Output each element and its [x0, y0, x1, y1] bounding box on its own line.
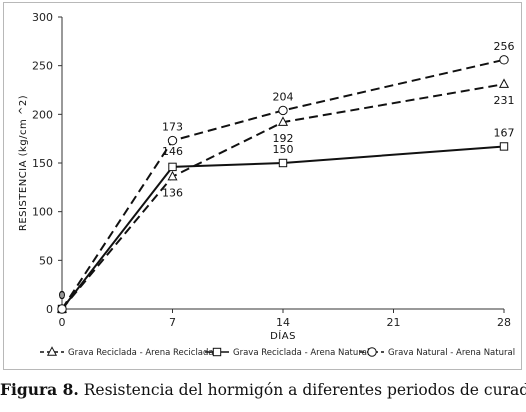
legend-marker-2 [212, 347, 222, 357]
caption-label: Figura 8. [0, 380, 79, 399]
data-label: 136 [162, 187, 183, 200]
data-label: 256 [494, 40, 515, 53]
data-label: 0 [59, 289, 66, 302]
y-tick-label: 100 [32, 206, 53, 219]
data-label: 192 [273, 132, 294, 145]
y-axis-label: RESISTENCIA (kg/cm ^2) [18, 95, 29, 231]
series-2-point [168, 162, 177, 172]
legend-entry-1: Grava Reciclada - Arena Reciclada [68, 348, 214, 358]
tick-labels: 0 50 100 150 200 250 300 0 7 14 21 28 DÍAS RESISTENCI… [18, 11, 511, 342]
series-1-point [498, 78, 510, 88]
data-label: 150 [273, 143, 294, 156]
data-label: 0 [59, 289, 66, 302]
data-label: 146 [162, 145, 183, 158]
legend-entry-3: Grava Natural - Arena Natural [388, 348, 515, 358]
series-line-2 [61, 145, 505, 310]
data-label: 0 [59, 289, 66, 302]
series-3-point [278, 105, 288, 116]
legend: Grava Reciclada - Arena Reciclada Grava R… [40, 346, 515, 358]
data-label: 167 [494, 126, 515, 139]
series-2-point [278, 158, 288, 168]
series-3-point [499, 55, 509, 65]
series-1-point [277, 116, 289, 126]
y-tick-label: 150 [32, 157, 53, 170]
series-lines [61, 58, 505, 310]
data-label: 231 [494, 94, 515, 107]
series-markers [56, 55, 510, 314]
figure-caption: Figura 8. Resistencia del hormigón a dif… [0, 380, 526, 399]
y-tick-label: 250 [32, 60, 53, 73]
x-tick-label: 7 [169, 316, 176, 329]
x-axis-label: DÍAS [270, 329, 296, 342]
legend-marker-3 [367, 347, 377, 357]
series-3-point [167, 135, 178, 146]
y-tick-label: 300 [32, 11, 53, 24]
series-2-point [499, 142, 509, 151]
data-label: 173 [162, 121, 183, 134]
caption-text: Resistencia del hormigón a diferentes pe… [83, 381, 526, 399]
y-tick-label: 200 [32, 108, 53, 121]
x-tick-label: 0 [59, 316, 66, 329]
y-tick-label: 0 [46, 303, 53, 316]
y-tick-label: 50 [39, 254, 53, 267]
legend-entry-2: Grava Reciclada - Arena Natural [233, 348, 369, 358]
x-tick-label: 28 [497, 316, 511, 329]
series-line-1 [61, 83, 505, 310]
legend-marker-1 [46, 346, 58, 356]
data-label: 204 [273, 90, 294, 103]
series-line-3 [61, 58, 505, 310]
series-3-point [57, 304, 67, 314]
x-tick-label: 21 [387, 316, 401, 329]
x-tick-label: 14 [276, 316, 290, 329]
series-1-point [167, 170, 178, 181]
